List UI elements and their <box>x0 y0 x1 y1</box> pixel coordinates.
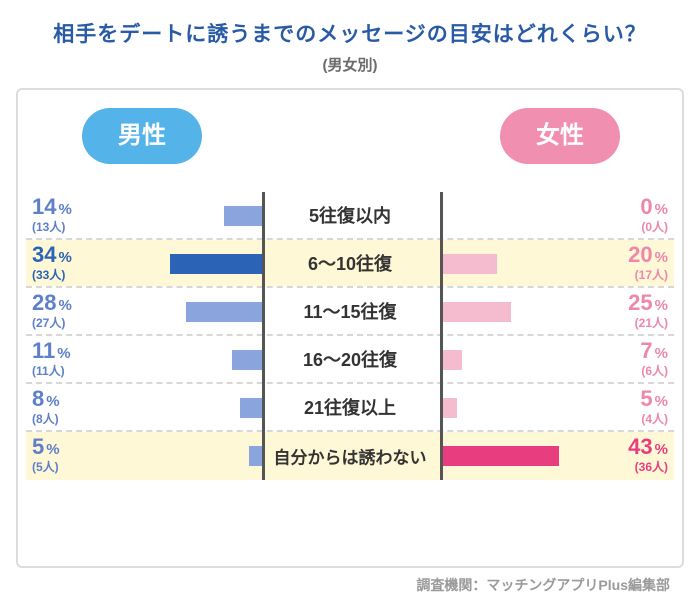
female-count: (21人) <box>635 314 668 331</box>
chart-row: 14%(13人) 0%(0人) 5往復以内 <box>26 192 674 240</box>
male-count: (5人) <box>32 458 59 475</box>
male-percent: 28% <box>32 292 72 314</box>
female-count: (17人) <box>635 266 668 283</box>
female-badge: 女性 <box>500 108 620 164</box>
female-percent: 20% <box>628 244 668 266</box>
chart-row: 11%(11人) 7%(6人) 16〜20往復 <box>26 336 674 384</box>
male-percent: 5% <box>32 436 60 458</box>
female-bar <box>443 254 497 274</box>
chart-rows: 14%(13人) 0%(0人) 5往復以内 34%(33人) 20%(17人) 6〜10往… <box>26 192 674 480</box>
male-percent: 14% <box>32 196 72 218</box>
category-label: 6〜10往復 <box>308 250 392 276</box>
male-count: (13人) <box>32 218 65 235</box>
chart-subtitle: (男女別) <box>0 54 700 75</box>
male-axis <box>262 192 265 480</box>
male-bar <box>240 398 262 418</box>
male-bar <box>170 254 262 274</box>
female-bar <box>443 446 559 466</box>
male-count: (11人) <box>32 362 65 379</box>
male-bar <box>232 350 262 370</box>
category-label: 16〜20往復 <box>303 346 397 372</box>
female-percent: 5% <box>640 388 668 410</box>
chart-container: 相手をデートに誘うまでのメッセージの目安はどれくらい？ (男女別) 男性 女性 … <box>0 0 700 615</box>
female-count: (6人) <box>641 362 668 379</box>
male-badge-label: 男性 <box>118 122 166 149</box>
female-badge-label: 女性 <box>536 122 584 149</box>
chart-row: 8%(8人) 5%(4人) 21往復以上 <box>26 384 674 432</box>
category-label: 11〜15往復 <box>303 298 396 324</box>
male-count: (27人) <box>32 314 65 331</box>
female-axis <box>440 192 443 480</box>
male-bar <box>186 302 262 322</box>
female-count: (0人) <box>641 218 668 235</box>
female-bar <box>443 350 462 370</box>
chart-row: 34%(33人) 20%(17人) 6〜10往復 <box>26 240 674 288</box>
chart-title: 相手をデートに誘うまでのメッセージの目安はどれくらい？ <box>0 18 700 48</box>
chart-row: 28%(27人) 25%(21人) 11〜15往復 <box>26 288 674 336</box>
credit-line: 調査機関：マッチングアプリPlus編集部 <box>416 575 670 595</box>
category-label: 21往復以上 <box>304 394 396 420</box>
male-percent: 8% <box>32 388 60 410</box>
female-bar <box>443 302 511 322</box>
female-percent: 0% <box>640 196 668 218</box>
male-percent: 11% <box>32 340 71 362</box>
male-count: (33人) <box>32 266 65 283</box>
chart-row: 5%(5人) 43%(36人) 自分からは誘わない <box>26 432 674 480</box>
male-badge: 男性 <box>82 108 202 164</box>
male-count: (8人) <box>32 410 59 427</box>
category-label: 自分からは誘わない <box>274 444 427 469</box>
title-block: 相手をデートに誘うまでのメッセージの目安はどれくらい？ (男女別) <box>0 0 700 75</box>
female-percent: 25% <box>628 292 668 314</box>
female-count: (36人) <box>635 458 668 475</box>
female-count: (4人) <box>641 410 668 427</box>
category-label: 5往復以内 <box>309 202 391 228</box>
female-percent: 7% <box>640 340 668 362</box>
male-percent: 34% <box>32 244 72 266</box>
male-bar <box>249 446 263 466</box>
female-percent: 43% <box>628 436 668 458</box>
female-bar <box>443 398 457 418</box>
male-bar <box>224 206 262 226</box>
